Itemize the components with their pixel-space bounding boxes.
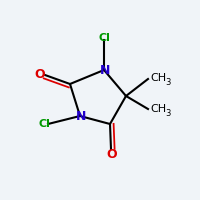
Text: O: O [35,68,45,80]
Text: Cl: Cl [38,119,50,129]
Text: 3: 3 [165,109,170,118]
Text: CH: CH [150,73,166,83]
Text: O: O [107,148,117,162]
Text: CH: CH [150,104,166,114]
Text: Cl: Cl [98,33,110,43]
Text: 3: 3 [165,78,170,87]
Text: N: N [76,110,86,122]
Text: N: N [100,64,110,76]
